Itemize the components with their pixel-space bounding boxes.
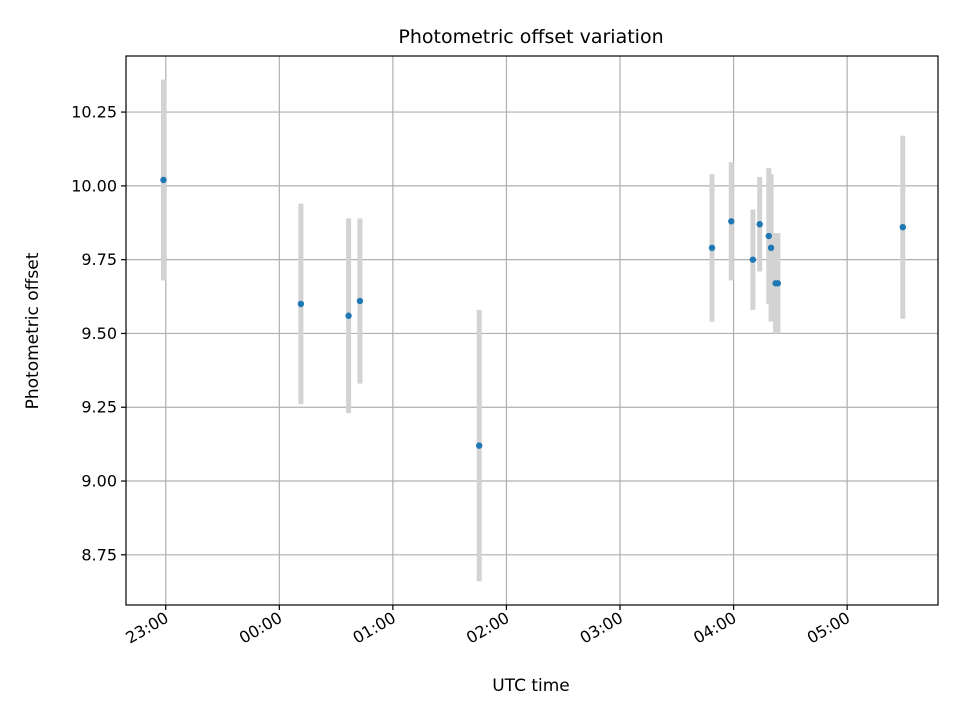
data-point (728, 218, 735, 225)
x-tick-label: 00:00 (236, 608, 285, 648)
data-point (756, 221, 763, 228)
data-point (345, 312, 352, 319)
data-point (765, 232, 772, 240)
y-tick-label: 10.25 (71, 103, 117, 122)
data-point (297, 300, 305, 308)
data-point (160, 176, 167, 184)
data-point (899, 223, 906, 231)
y-axis-label: Photometric offset (23, 252, 43, 409)
x-axis-label: UTC time (492, 676, 570, 696)
data-points (160, 176, 906, 449)
tick-layer: 23:00 00:00 01:00 02:00 03:00 04:00 05:00 8.75 9… (71, 103, 853, 648)
data-point (475, 442, 483, 449)
x-tick-label: 05:00 (804, 608, 853, 648)
x-tick-label: 04:00 (690, 608, 739, 648)
error-bars (160, 79, 906, 582)
y-tick-label: 9.50 (81, 324, 117, 343)
x-tick-label: 03:00 (577, 608, 626, 648)
y-tick-label: 9.75 (81, 250, 117, 269)
data-point (774, 280, 782, 287)
grid-layer (126, 56, 938, 605)
data-point (356, 297, 364, 305)
y-tick-label: 10.00 (71, 176, 117, 195)
data-point (767, 244, 775, 252)
y-tick-label: 9.25 (81, 398, 117, 417)
data-point (749, 256, 757, 263)
chart-title: Photometric offset variation (398, 26, 663, 48)
x-tick-label: 01:00 (349, 608, 398, 648)
x-tick-label: 23:00 (122, 608, 171, 648)
x-tick-label: 02:00 (463, 608, 512, 648)
plot-frame (125, 55, 939, 606)
y-tick-label: 8.75 (81, 545, 117, 564)
data-point (708, 244, 716, 252)
y-tick-label: 9.00 (81, 472, 117, 491)
